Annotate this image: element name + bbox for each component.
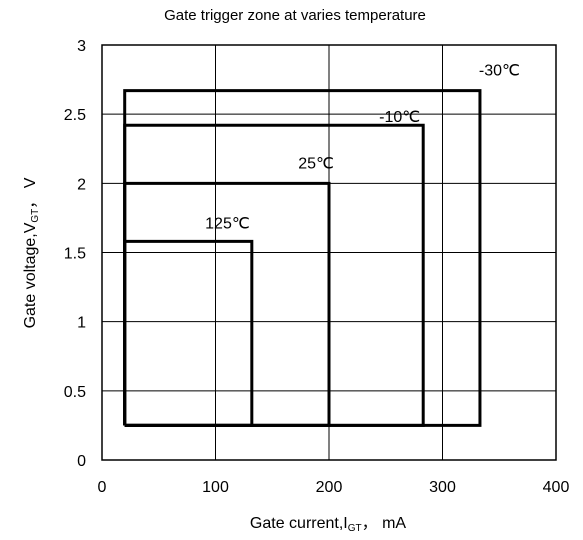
series-line	[123, 123, 425, 427]
chart-title: Gate trigger zone at varies temperature	[164, 7, 426, 24]
x-axis-label: Gate current,IGT， mA	[250, 515, 406, 534]
series-label: -30℃	[479, 63, 520, 80]
x-tick-label: 0	[98, 479, 107, 496]
y-tick-label: 3	[77, 38, 86, 55]
x-tick-label: 100	[202, 479, 229, 496]
series-labels: -30℃ -10℃ 25℃ 125℃	[205, 63, 520, 233]
x-tick-label: 300	[429, 479, 456, 496]
y-tick-labels: 0 0.5 1 1.5 2 2.5 3	[64, 38, 86, 470]
series-line	[123, 89, 482, 427]
x-axis-label-subscript: GT	[348, 523, 362, 534]
x-tick-labels: 0 100 200 300 400	[98, 479, 570, 496]
y-axis-label-prefix: Gate voltage,V	[22, 222, 39, 328]
y-tick-label: 1.5	[64, 246, 86, 263]
y-axis-label-subscript: GT	[30, 209, 41, 223]
y-tick-label: 2.5	[64, 107, 86, 124]
y-axis-label-suffix: ， V	[22, 177, 39, 208]
x-tick-label: 400	[543, 479, 570, 496]
series-group	[123, 89, 482, 427]
x-axis-label-prefix: Gate current,I	[250, 515, 348, 532]
x-axis-label-suffix: ， mA	[362, 515, 407, 532]
y-axis-label: Gate voltage,VGT， V	[22, 177, 41, 328]
y-tick-label: 1	[77, 315, 86, 332]
series-line	[123, 239, 254, 427]
series-label: 25℃	[298, 155, 334, 172]
series-label: -10℃	[379, 109, 420, 126]
x-tick-label: 200	[316, 479, 343, 496]
y-tick-label: 0.5	[64, 384, 86, 401]
y-tick-label: 0	[77, 453, 86, 470]
plot-frame	[101, 44, 557, 461]
y-tick-label: 2	[77, 176, 86, 193]
series-label: 125℃	[205, 215, 250, 232]
